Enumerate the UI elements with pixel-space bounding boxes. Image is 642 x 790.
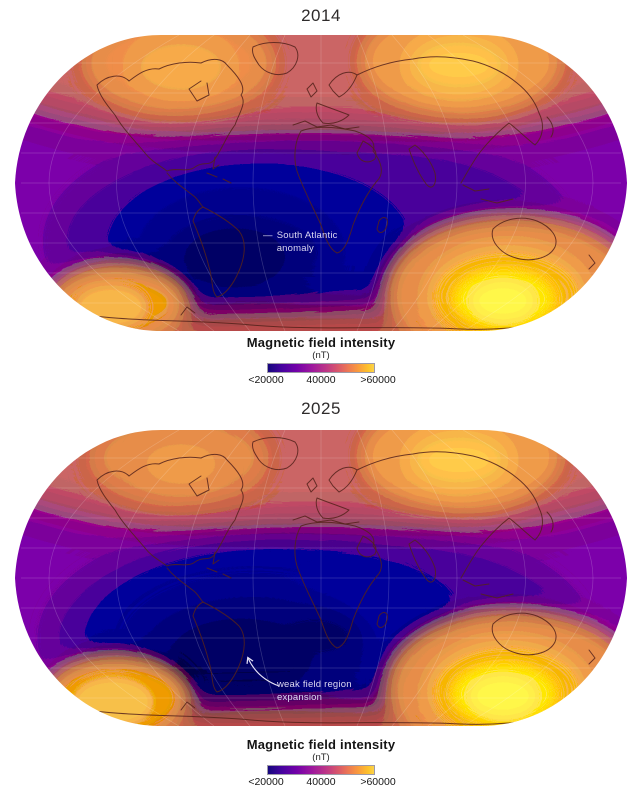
colorbar-2025: Magnetic field intensity (nT) <20000 400…	[0, 737, 642, 790]
colorbar-title: Magnetic field intensity	[246, 335, 396, 350]
colorbar-gradient	[267, 363, 375, 373]
tick-label-max: >60000	[360, 776, 396, 788]
annotation-weak-field-expansion: weak field region expansion	[277, 678, 352, 704]
colorbar-title: Magnetic field intensity	[246, 737, 396, 752]
figure-2025-title: 2025	[301, 399, 341, 418]
tick-label-mid: 40000	[306, 374, 336, 386]
map-2025: weak field region expansion	[11, 428, 631, 728]
annotation-line-1: South Atlantic	[276, 230, 338, 241]
figure-2014-title: 2014	[301, 6, 341, 25]
tick-label-min: <20000	[248, 374, 284, 386]
map-2014-svg	[15, 35, 627, 331]
annotation-leader-dash: —	[263, 230, 273, 241]
colorbar-ticks: <20000 40000 >60000	[248, 776, 395, 790]
annotation-line-2: anomaly	[276, 243, 315, 254]
map-2025-svg	[15, 430, 627, 726]
annotation-south-atlantic-anomaly: — South Atlantic anomaly	[263, 229, 338, 255]
annotation-line-1: weak field region	[277, 679, 352, 690]
colorbar-gradient	[267, 765, 375, 775]
annotation-arrow	[246, 656, 280, 687]
colorbar-unit: (nT)	[312, 350, 330, 361]
map-2014: — South Atlantic anomaly	[11, 33, 631, 333]
annotation-line-2: expansion	[277, 692, 323, 703]
tick-label-mid: 40000	[306, 776, 336, 788]
colorbar-unit: (nT)	[312, 752, 330, 763]
colorbar-2014: Magnetic field intensity (nT) <20000 400…	[0, 335, 642, 388]
colorbar-ticks: <20000 40000 >60000	[248, 374, 395, 388]
tick-label-min: <20000	[248, 776, 284, 788]
tick-label-max: >60000	[360, 374, 396, 386]
